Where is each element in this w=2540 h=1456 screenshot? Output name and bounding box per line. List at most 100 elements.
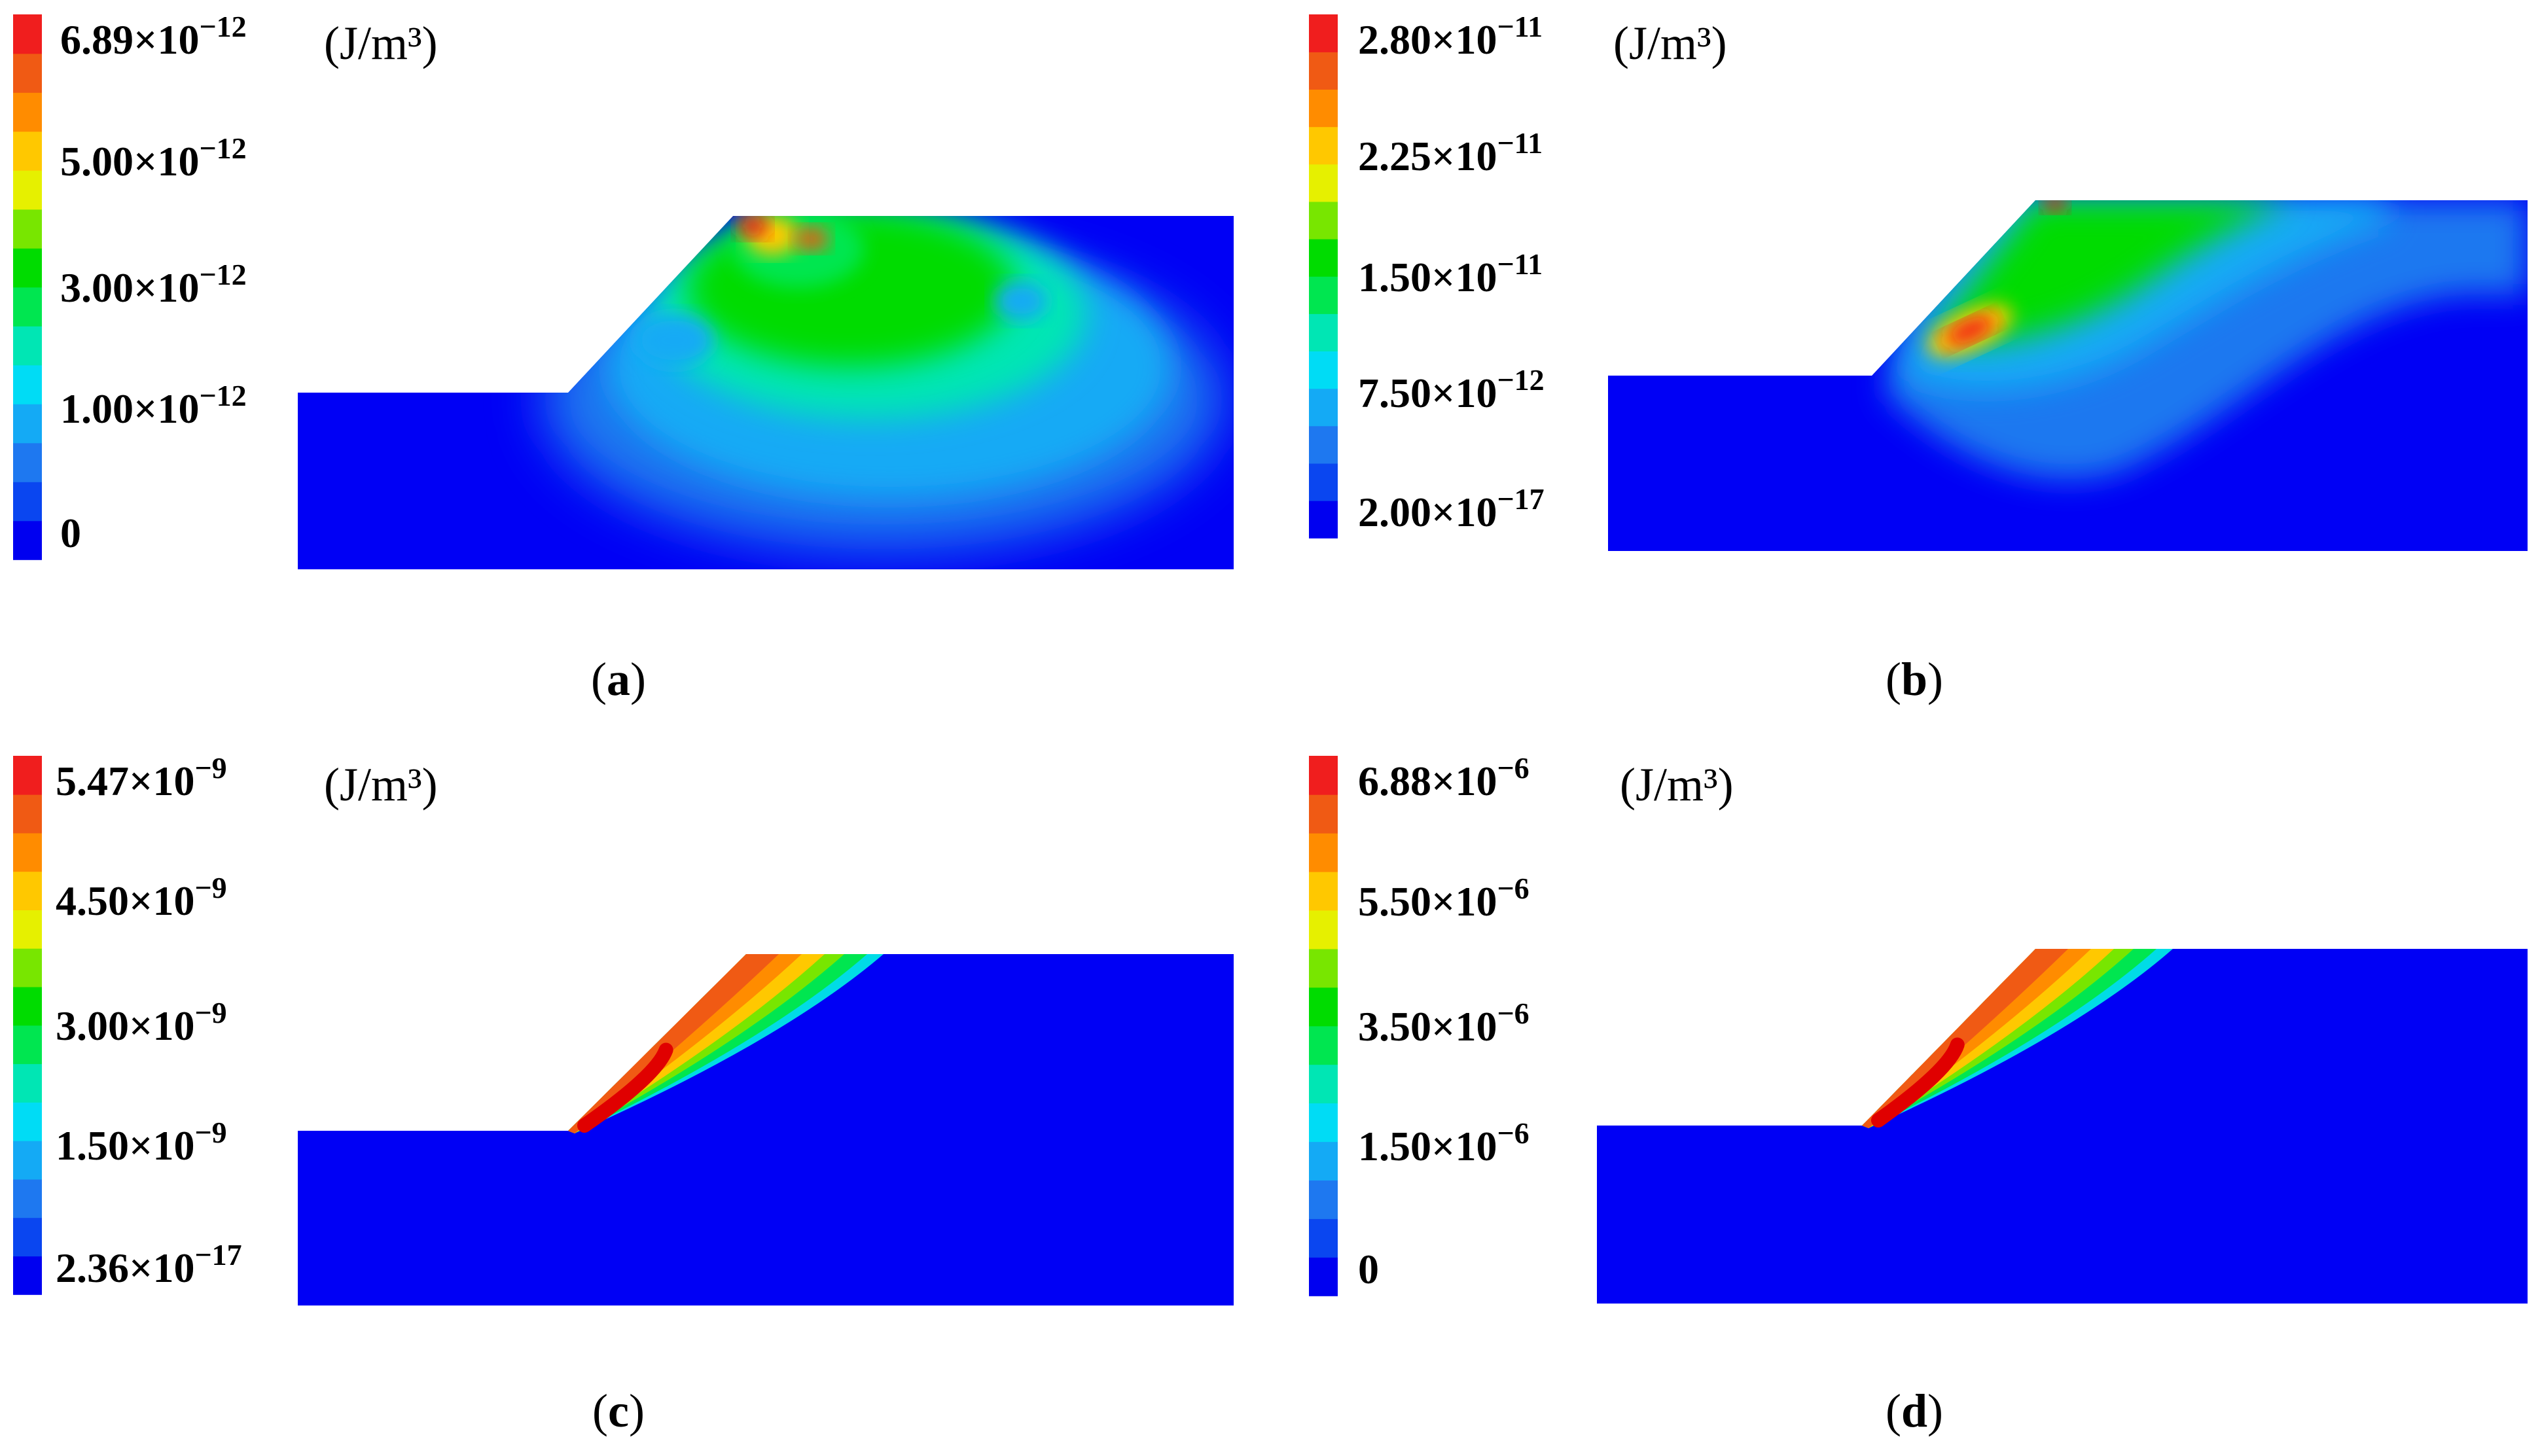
colorbar: 2.80×10−112.25×10−111.50×10−117.50×10−12… xyxy=(1309,10,1545,539)
colorbar-tick-label: 0 xyxy=(1358,1246,1379,1292)
colorbar-level-6 xyxy=(1309,276,1338,314)
colorbar-level-13 xyxy=(1309,14,1338,52)
colorbar: 6.89×10−125.00×10−123.00×10−121.00×10−12… xyxy=(13,10,247,560)
colorbar-level-1 xyxy=(1309,463,1338,501)
panel-caption-letter: c xyxy=(608,1385,629,1437)
colorbar-tick-label: 1.00×10−12 xyxy=(60,379,247,432)
tick-mantissa: 0 xyxy=(1358,1246,1379,1292)
colorbar-tick-label: 2.36×10−17 xyxy=(56,1238,242,1291)
colorbar-level-6 xyxy=(13,287,42,327)
tick-exponent: −9 xyxy=(194,996,226,1029)
colorbar-tick-label: 5.47×10−9 xyxy=(56,751,227,804)
colorbar-level-1 xyxy=(13,482,42,522)
colorbar-unit: (J/m³) xyxy=(1620,758,1734,811)
tick-mantissa: 6.89×10 xyxy=(60,16,199,63)
colorbar-tick-label: 3.50×10−6 xyxy=(1358,997,1529,1050)
colorbar: 6.88×10−65.50×10−63.50×10−61.50×10−60 xyxy=(1309,751,1529,1296)
colorbar-level-11 xyxy=(13,92,42,132)
energy-band xyxy=(1931,200,2291,344)
energy-peak xyxy=(1871,1037,1965,1128)
colorbar-level-9 xyxy=(13,910,42,949)
colorbar-unit: (J/m³) xyxy=(324,758,438,811)
colorbar-tick-label: 7.50×10−12 xyxy=(1358,363,1545,416)
colorbar-level-2 xyxy=(1309,1180,1338,1219)
tick-mantissa: 2.36×10 xyxy=(56,1245,194,1291)
energy-peak xyxy=(577,1042,673,1133)
panel-b: 2.80×10−112.25×10−111.50×10−117.50×10−12… xyxy=(1309,10,2528,705)
colorbar-level-11 xyxy=(1309,832,1338,872)
colorbar-tick-label: 6.89×10−12 xyxy=(60,10,247,63)
colorbar-level-8 xyxy=(13,209,42,249)
colorbar-level-1 xyxy=(1309,1218,1338,1258)
colorbar-level-8 xyxy=(13,948,42,987)
tick-mantissa: 1.50×10 xyxy=(1358,1123,1497,1169)
tick-exponent: −9 xyxy=(194,871,226,904)
colorbar-level-8 xyxy=(1309,201,1338,240)
colorbar-tick-label: 2.00×10−17 xyxy=(1358,482,1545,535)
colorbar-level-10 xyxy=(1309,126,1338,165)
tick-mantissa: 0 xyxy=(60,510,81,556)
tick-exponent: −6 xyxy=(1497,751,1529,785)
colorbar-level-12 xyxy=(1309,794,1338,834)
colorbar-tick-label: 4.50×10−9 xyxy=(56,871,227,924)
tick-mantissa: 1.50×10 xyxy=(56,1122,194,1169)
tick-mantissa: 4.50×10 xyxy=(56,878,194,924)
colorbar-tick-label: 3.00×10−9 xyxy=(56,996,227,1049)
colorbar-level-11 xyxy=(1309,89,1338,128)
tick-exponent: −17 xyxy=(1497,482,1544,516)
colorbar-level-5 xyxy=(1309,313,1338,351)
energy-peak xyxy=(1946,315,1994,346)
colorbar-tick-label: 2.80×10−11 xyxy=(1358,10,1543,63)
colorbar-level-9 xyxy=(1309,164,1338,202)
tick-mantissa: 3.00×10 xyxy=(56,1003,194,1049)
colorbar-tick-label: 0 xyxy=(60,510,81,556)
colorbar-level-4 xyxy=(1309,351,1338,389)
colorbar-tick-label: 1.50×10−11 xyxy=(1358,247,1543,300)
colorbar-level-3 xyxy=(13,1140,42,1180)
colorbar: 5.47×10−94.50×10−93.00×10−91.50×10−92.36… xyxy=(13,751,242,1295)
colorbar-level-6 xyxy=(13,1025,42,1065)
tick-mantissa: 2.80×10 xyxy=(1358,16,1497,63)
slope-contour-b xyxy=(1608,200,2528,551)
tick-exponent: −12 xyxy=(199,10,246,43)
colorbar-tick-label: 5.50×10−6 xyxy=(1358,872,1529,925)
colorbar-level-1 xyxy=(13,1217,42,1256)
colorbar-level-4 xyxy=(13,1102,42,1141)
colorbar-level-2 xyxy=(1309,425,1338,464)
tick-exponent: −9 xyxy=(194,1116,226,1149)
colorbar-unit: (J/m³) xyxy=(1613,17,1727,69)
colorbar-level-8 xyxy=(1309,948,1338,988)
panel-caption: (c) xyxy=(592,1385,645,1437)
tick-exponent: −11 xyxy=(1497,126,1543,160)
tick-mantissa: 3.50×10 xyxy=(1358,1003,1497,1050)
colorbar-level-5 xyxy=(13,1063,42,1103)
colorbar-level-13 xyxy=(13,756,42,795)
tick-mantissa: 2.00×10 xyxy=(1358,489,1497,535)
colorbar-level-11 xyxy=(13,832,42,872)
slip-band xyxy=(1862,949,2068,1128)
slope-contour-a xyxy=(298,216,1234,569)
energy-blob xyxy=(737,216,768,238)
energy-blob xyxy=(795,227,829,251)
panel-d: 6.88×10−65.50×10−63.50×10−61.50×10−60(J/… xyxy=(1309,751,2528,1437)
colorbar-level-2 xyxy=(13,442,42,482)
tick-mantissa: 5.47×10 xyxy=(56,758,194,804)
tick-mantissa: 2.25×10 xyxy=(1358,133,1497,179)
energy-peak xyxy=(2043,200,2067,212)
tick-exponent: −6 xyxy=(1497,997,1529,1030)
colorbar-level-0 xyxy=(13,1256,42,1295)
tick-mantissa: 6.88×10 xyxy=(1358,758,1497,804)
panel-caption-letter: a xyxy=(607,653,630,705)
slope-contour-c xyxy=(298,954,1234,1305)
colorbar-level-12 xyxy=(1309,52,1338,90)
colorbar-level-4 xyxy=(13,364,42,404)
colorbar-level-7 xyxy=(13,986,42,1026)
slope-contour-d xyxy=(1597,949,2528,1304)
tick-exponent: −11 xyxy=(1497,10,1543,43)
colorbar-level-3 xyxy=(1309,1141,1338,1181)
tick-mantissa: 1.00×10 xyxy=(60,385,199,432)
colorbar-level-5 xyxy=(13,326,42,366)
colorbar-level-6 xyxy=(1309,1025,1338,1065)
colorbar-level-12 xyxy=(13,794,42,834)
colorbar-level-9 xyxy=(1309,910,1338,950)
